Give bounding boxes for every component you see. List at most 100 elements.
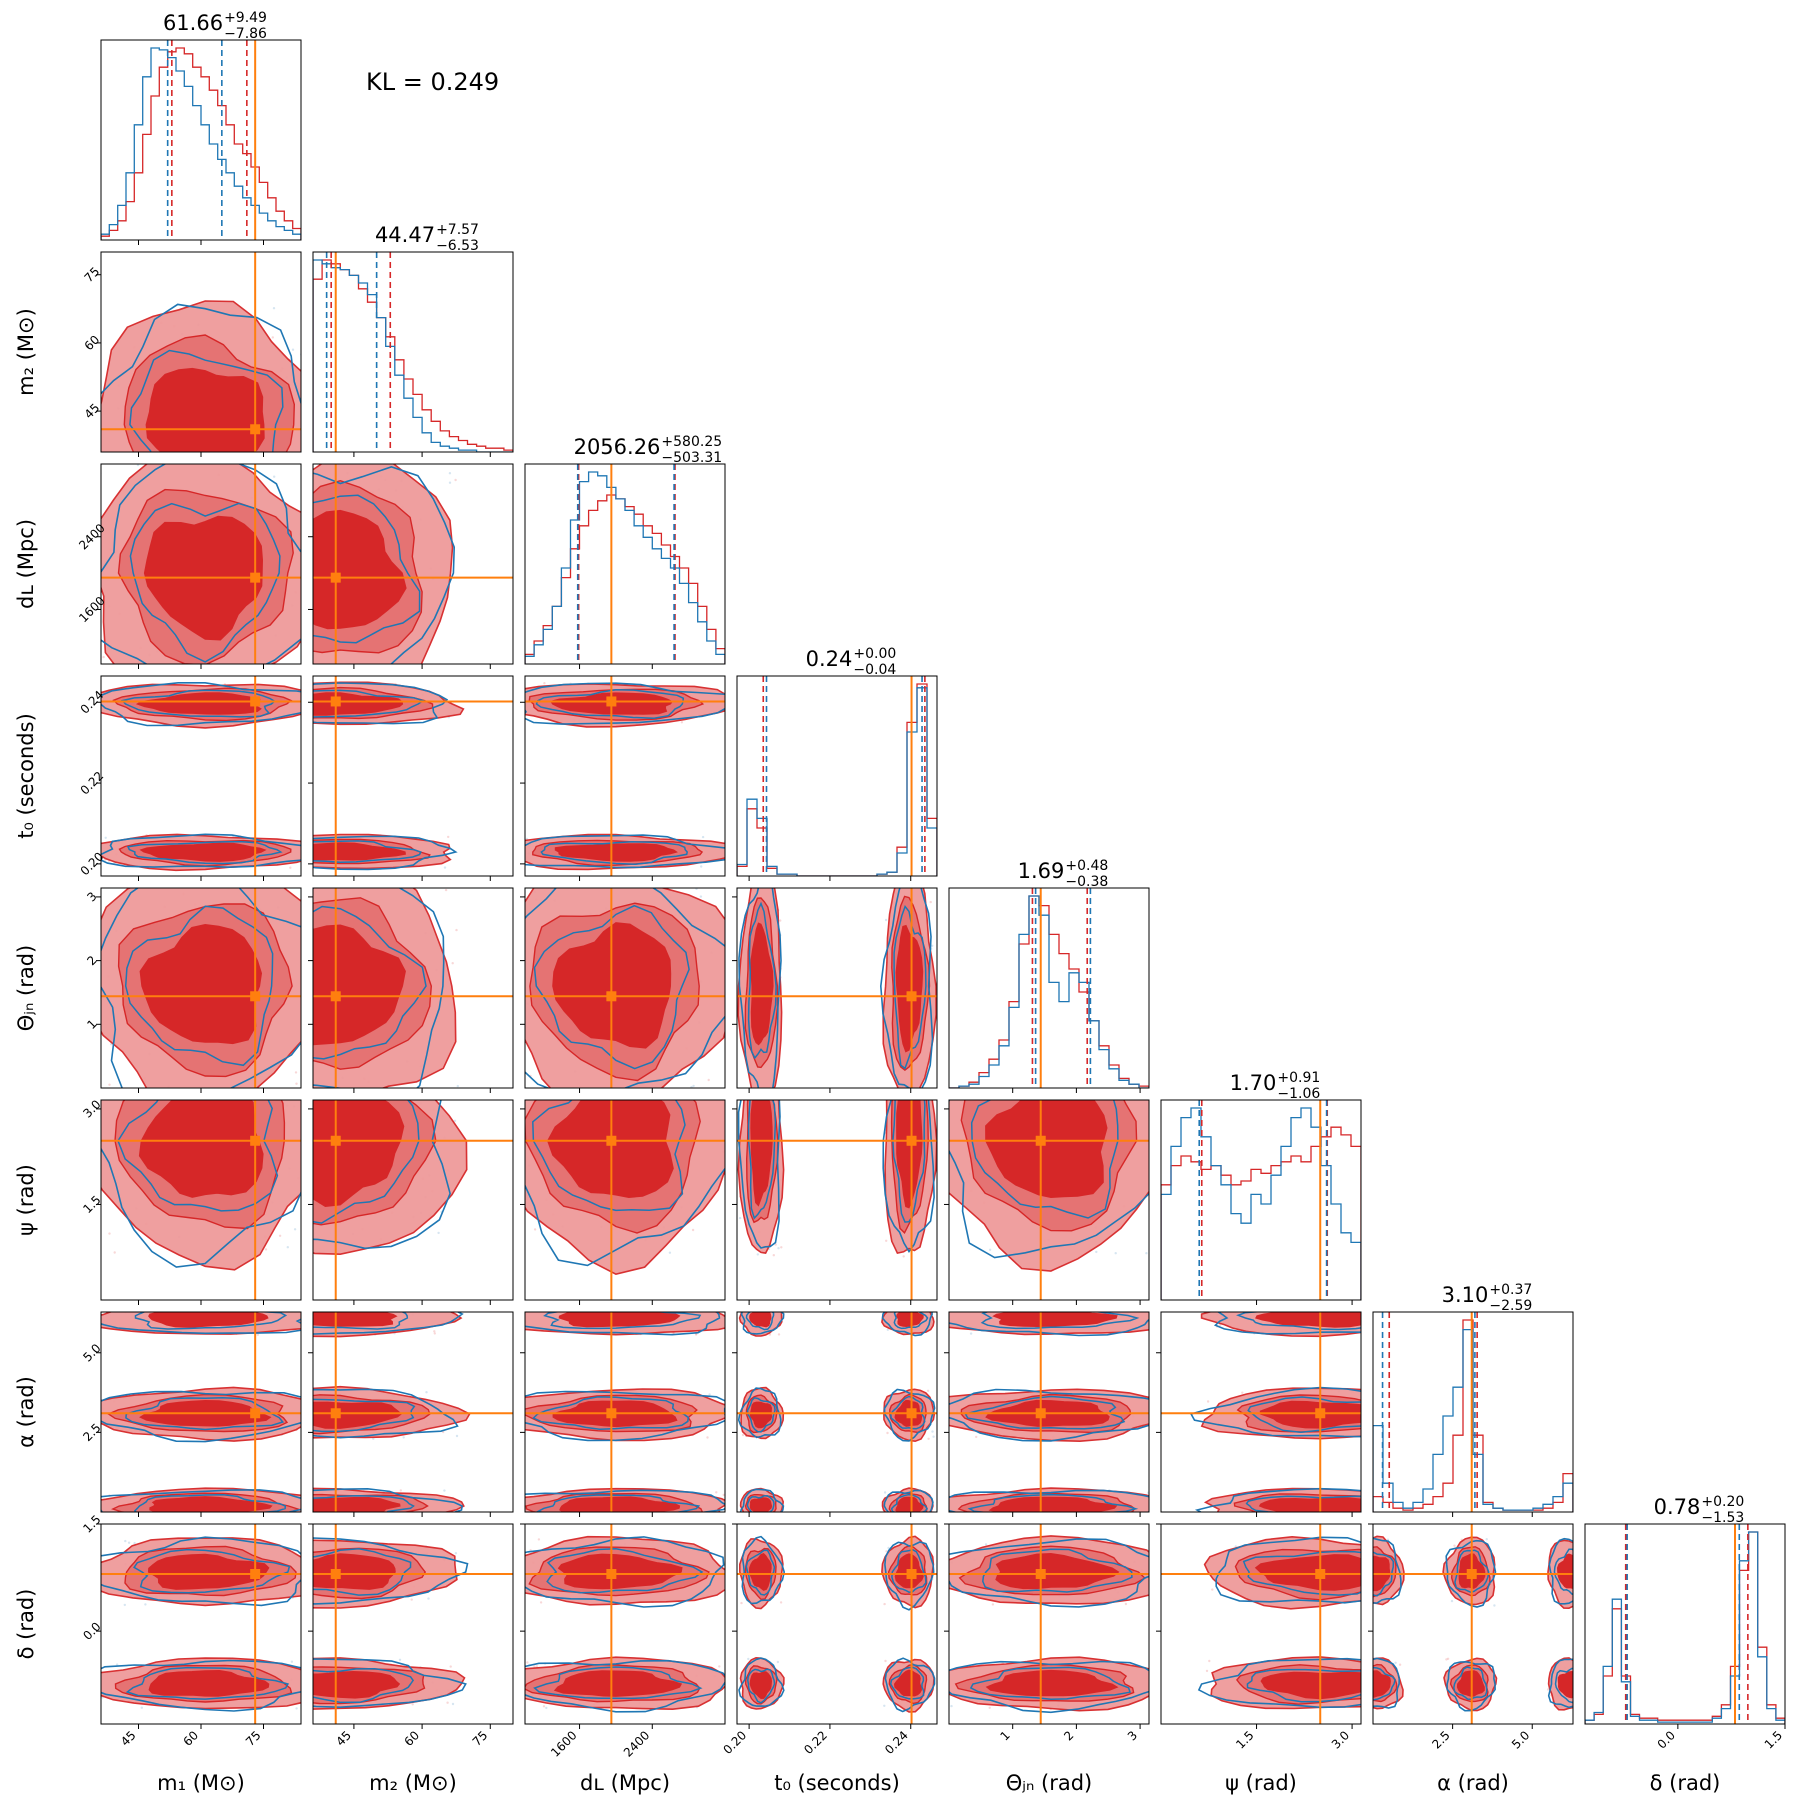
sample-point <box>1577 1698 1579 1700</box>
sample-point <box>907 1302 909 1304</box>
y-tick-label: 0.0 <box>80 1619 103 1642</box>
sample-point <box>195 1521 197 1523</box>
sample-point <box>699 895 703 898</box>
scatter-panel-delta-vs-m1: 45 60 75 0.0 1.5 <box>80 1512 310 1749</box>
sample-point <box>148 668 150 670</box>
sample-point <box>1394 1661 1397 1664</box>
contour-outer-blue <box>101 1489 301 1512</box>
histogram-blue <box>1161 1107 1361 1300</box>
x-tick-label: 75 <box>470 1728 491 1749</box>
sample-point <box>282 469 284 471</box>
sample-point <box>1395 1659 1397 1661</box>
sample-point <box>967 1303 969 1305</box>
sample-point <box>228 461 230 463</box>
sample-point <box>94 557 96 559</box>
scatter-panel-theta_jn-vs-m1: 1 2 3 <box>84 887 311 1095</box>
sample-point <box>1362 1590 1364 1592</box>
sample-point <box>1423 1660 1425 1662</box>
y-tick-label: 60 <box>82 333 103 354</box>
sample-point <box>305 1676 307 1678</box>
hist-panel-dL: 2056.26 +580.25−503.31 <box>524 434 726 669</box>
sample-point <box>304 1550 306 1552</box>
sample-point <box>278 1234 282 1237</box>
contour-outer-blue <box>313 1487 463 1512</box>
sample-point <box>228 873 230 875</box>
title-median: 0.78 <box>1654 1495 1701 1519</box>
sample-point <box>767 1095 769 1097</box>
contour-outer-blue <box>1547 1658 1573 1709</box>
sample-point <box>309 1056 311 1058</box>
sample-point <box>455 1434 459 1438</box>
y-tick-label: 45 <box>82 401 103 422</box>
y-axis-label: t₀ (seconds) <box>14 713 38 839</box>
sample-point <box>526 1661 529 1664</box>
contour-inner-blue <box>313 1398 416 1433</box>
sample-point <box>1056 1519 1058 1521</box>
contour-inner-blue <box>133 1493 287 1512</box>
sample-point <box>931 1430 934 1433</box>
contour-inner-blue <box>893 1312 929 1330</box>
sample-point <box>984 1543 988 1546</box>
contour-inner-blue <box>967 1493 1139 1512</box>
sample-point <box>777 1333 781 1336</box>
sample-point <box>308 1552 310 1554</box>
sample-point <box>756 1253 759 1256</box>
sample-point <box>533 1228 537 1231</box>
truth-marker <box>1035 1408 1046 1419</box>
truth-marker <box>330 572 341 583</box>
sample-point <box>447 1102 449 1104</box>
panel-frame <box>524 675 726 877</box>
sample-point <box>600 1094 602 1096</box>
sample-point <box>283 1076 285 1078</box>
scatter-panel-psi-vs-dL <box>516 1078 726 1305</box>
sample-point <box>770 1093 772 1095</box>
contour-inner-red <box>896 1312 924 1328</box>
sample-point <box>901 1513 903 1515</box>
sample-point <box>1419 1430 1421 1432</box>
sample-point <box>309 1222 311 1224</box>
sample-point <box>1211 1588 1214 1591</box>
sample-point <box>187 671 189 673</box>
sample-point <box>932 1061 934 1063</box>
x-axis-label: m₂ (M⊙) <box>369 1771 457 1795</box>
scatter-panel-theta_jn-vs-dL <box>520 887 726 1093</box>
sample-point <box>289 486 291 488</box>
x-tick-label: 60 <box>402 1728 423 1749</box>
truth-marker <box>906 1408 917 1419</box>
sample-point <box>516 1078 518 1080</box>
x-axis-label: t₀ (seconds) <box>774 1771 900 1795</box>
sample-point <box>93 1016 95 1018</box>
sample-point <box>307 1698 309 1700</box>
sample-point <box>161 453 163 455</box>
contour-outer-blue <box>101 464 301 664</box>
title-minus: −0.04 <box>853 662 896 678</box>
sample-point <box>519 1502 521 1504</box>
sample-point <box>380 1305 382 1307</box>
sample-point <box>932 1435 935 1438</box>
sample-point <box>305 723 307 725</box>
x-tick-label: 0.24 <box>882 1728 911 1757</box>
contour-outer-blue <box>525 1167 725 1267</box>
sample-point <box>433 1332 436 1335</box>
sample-point <box>264 1248 268 1251</box>
sample-point <box>941 1510 943 1512</box>
sample-point <box>148 678 150 680</box>
contour-outer-blue <box>1215 1536 1361 1604</box>
contour-inner-blue <box>1453 1666 1488 1700</box>
scatter-panel-theta_jn-vs-t0 <box>732 877 938 1093</box>
contour-inner-red <box>1258 1497 1361 1512</box>
sample-point <box>1145 1252 1148 1255</box>
contour-outer-blue <box>883 1489 934 1512</box>
sample-point <box>233 1093 235 1095</box>
sample-point <box>358 1519 360 1521</box>
sample-point <box>770 877 772 879</box>
truth-marker <box>330 1408 341 1419</box>
sample-point <box>969 1029 971 1031</box>
sample-point <box>1428 1676 1430 1678</box>
sample-point <box>603 1307 605 1309</box>
sample-point <box>498 1512 500 1514</box>
sample-point <box>451 962 454 965</box>
sample-point <box>303 1099 305 1101</box>
sample-point <box>455 928 458 932</box>
sample-point <box>1429 1681 1431 1683</box>
